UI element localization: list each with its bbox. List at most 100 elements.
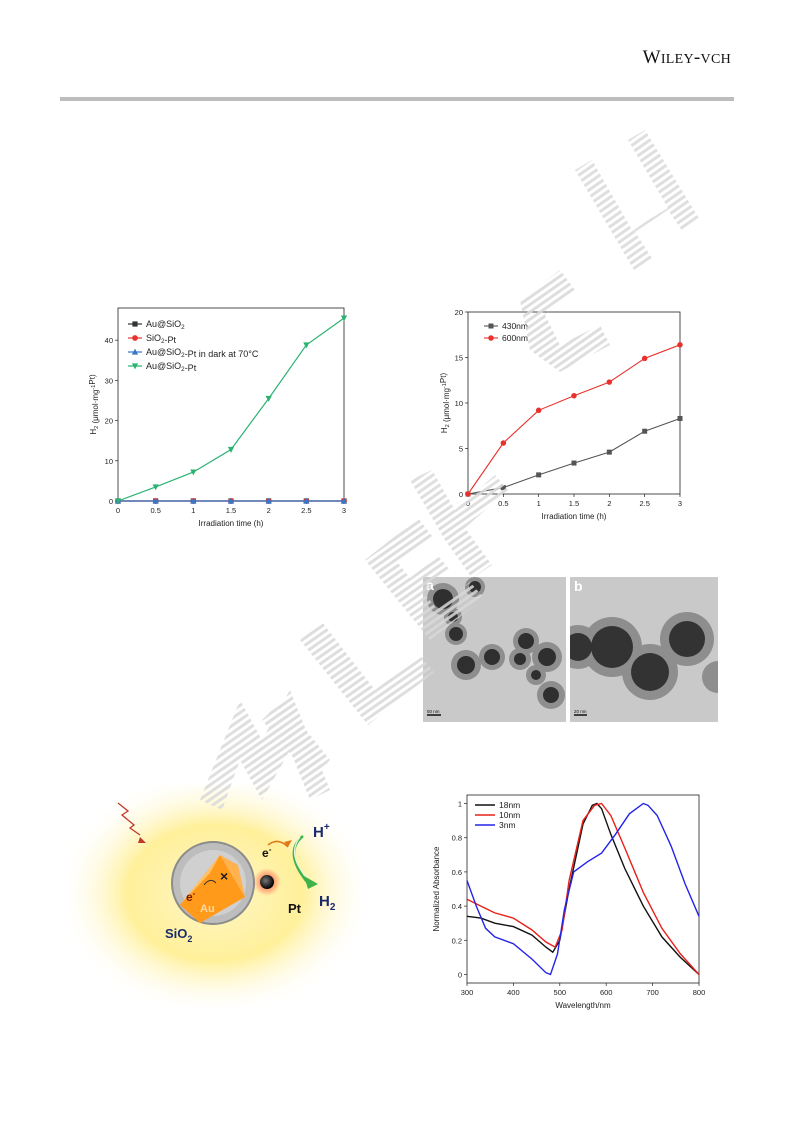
y-tick-label: 0.8: [452, 834, 462, 843]
x-tick-label: 2: [267, 506, 271, 515]
tem-images: a 50 nm b 20 nm: [423, 577, 718, 722]
data-point: [677, 342, 683, 348]
series-line: [466, 802, 700, 975]
legend-entry: Au@SiO2-Pt in dark at 70°C: [146, 347, 259, 359]
data-point: [265, 395, 272, 402]
data-point: [606, 379, 613, 385]
tem-scale-a: 50 nm: [427, 709, 440, 714]
x-tick-label: 3: [678, 499, 682, 508]
data-point: [606, 449, 612, 455]
legend-marker: [132, 321, 138, 327]
x-tick-label: 800: [693, 988, 706, 997]
pt-label: Pt: [288, 901, 302, 916]
data-point: [114, 498, 122, 505]
y-tick-label: 10: [455, 399, 463, 408]
header-rule: [60, 97, 734, 101]
y-tick-label: 0.4: [452, 902, 462, 911]
data-point: [642, 428, 648, 434]
plot-frame: [466, 794, 700, 984]
x-tick-label: 0: [116, 506, 120, 515]
x-axis-label: Irradiation time (h): [542, 512, 607, 521]
legend-marker: [488, 323, 494, 329]
legend-marker: [488, 335, 494, 341]
y-tick-label: 30: [105, 376, 113, 385]
data-point: [641, 355, 648, 362]
data-point: [190, 497, 197, 504]
x-tick-label: 300: [461, 988, 474, 997]
data-point: [190, 469, 197, 476]
x-tick-label: 1.5: [569, 499, 579, 508]
sio2-label: SiO2: [165, 926, 192, 944]
x-tick-label: 400: [507, 988, 520, 997]
y-axis-label: H2 (μmol·mg-1Pt): [88, 374, 100, 435]
x-tick-label: 2: [607, 499, 611, 508]
y-tick-label: 0: [109, 497, 113, 506]
electron-label-core: e-: [186, 889, 196, 904]
data-point: [303, 497, 310, 504]
x-axis-label: Wavelength/nm: [555, 1001, 611, 1010]
legend-marker: [131, 348, 139, 355]
x-tick-label: 700: [646, 988, 659, 997]
legend-entry: 430nm: [502, 321, 528, 331]
legend-marker: [131, 363, 139, 370]
series-line: [466, 802, 700, 976]
tem-panel-a: a 50 nm: [423, 577, 566, 722]
x-tick-label: 0.5: [150, 506, 160, 515]
data-point: [340, 315, 348, 322]
legend-entry: 600nm: [502, 333, 528, 343]
absorbance-spectra-chart: 300 400 500 600 700 800 0 0.2 0.4 0.6 0.8 1 Waveleng…: [432, 794, 706, 1010]
x-tick-label: 1: [537, 499, 541, 508]
x-tick-label: 0.5: [498, 499, 508, 508]
y-tick-label: 5: [459, 445, 463, 454]
y-tick-label: 10: [105, 457, 113, 466]
data-point: [303, 342, 310, 349]
data-point: [465, 491, 471, 497]
gold-core: [180, 855, 245, 923]
y-tick-label: 15: [455, 354, 463, 363]
data-point: [571, 392, 577, 399]
plasmonic-schematic: × e- Au e- H+ H2 Pt SiO2: [70, 785, 360, 1010]
legend-entry: Au@SiO2-Pt: [146, 361, 197, 373]
tem-scale-b: 20 nm: [574, 709, 587, 714]
y-tick-label: 0.6: [452, 868, 462, 877]
legend-entry: 18nm: [499, 800, 520, 810]
data-point: [340, 497, 348, 504]
series-line: [466, 802, 700, 976]
legend-entry: 10nm: [499, 810, 520, 820]
data-point: [677, 415, 683, 421]
publisher-logo: WILEY-VCH: [642, 47, 731, 68]
legend-marker: [132, 335, 138, 341]
blocked-transfer-icon: ×: [220, 868, 228, 884]
data-point: [152, 484, 159, 491]
pt-particle: [260, 875, 274, 889]
x-tick-label: 600: [600, 988, 613, 997]
legend-entry: 3nm: [499, 820, 516, 830]
data-point: [535, 407, 542, 414]
y-tick-label: 20: [455, 308, 463, 317]
h2-label: H2: [319, 893, 336, 913]
data-point: [571, 460, 577, 466]
y-tick-label: 0: [459, 490, 463, 499]
y-tick-label: 0.2: [452, 936, 462, 945]
x-tick-label: 3: [342, 506, 346, 515]
x-tick-label: 2.5: [301, 506, 311, 515]
x-tick-label: 2.5: [639, 499, 649, 508]
data-point: [536, 472, 542, 478]
y-tick-label: 20: [105, 417, 113, 426]
data-point: [227, 497, 235, 504]
y-axis-label: Normalized Absorbance: [432, 846, 441, 931]
tem-label-b: b: [574, 578, 583, 594]
y-tick-label: 40: [105, 336, 113, 345]
x-tick-label: 500: [554, 988, 567, 997]
reaction-arrow-icon: [292, 835, 308, 883]
au-label: Au: [200, 903, 215, 915]
data-point: [227, 446, 235, 453]
tem-panel-b: b 20 nm: [570, 577, 718, 722]
data-point: [500, 440, 507, 446]
data-point: [152, 497, 159, 504]
legend-entry: Au@SiO2: [146, 319, 185, 331]
legend-entry: SiO2-Pt: [146, 333, 177, 345]
